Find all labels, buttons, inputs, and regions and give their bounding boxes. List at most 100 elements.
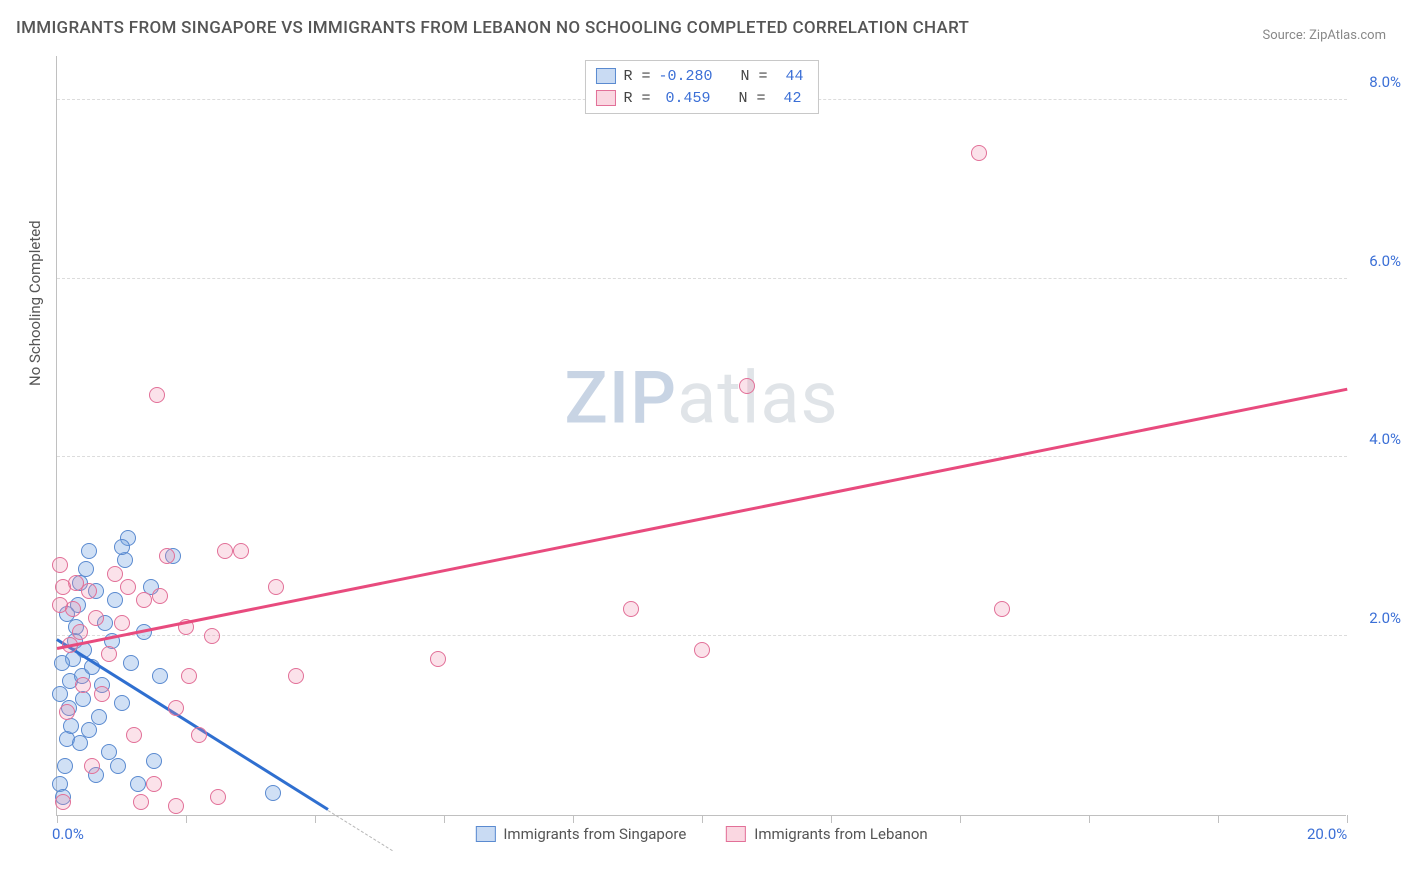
scatter-point: [168, 700, 184, 716]
scatter-point: [268, 579, 284, 595]
scatter-point: [217, 543, 233, 559]
scatter-point: [52, 597, 68, 613]
scatter-point: [55, 579, 71, 595]
scatter-point: [123, 655, 139, 671]
scatter-point: [204, 628, 220, 644]
scatter-point: [94, 686, 110, 702]
scatter-plot: ZIPatlas R = -0.280 N = 44 R = 0.459 N =…: [56, 56, 1346, 816]
scatter-point: [265, 785, 281, 801]
scatter-point: [739, 378, 755, 394]
scatter-point: [59, 704, 75, 720]
chart-title: IMMIGRANTS FROM SINGAPORE VS IMMIGRANTS …: [16, 18, 969, 38]
legend-item-singapore: Immigrants from Singapore: [475, 825, 686, 843]
scatter-point: [120, 579, 136, 595]
x-tick: [702, 815, 703, 823]
r-label: R =: [623, 68, 650, 85]
scatter-point: [288, 668, 304, 684]
scatter-point: [110, 758, 126, 774]
r-label: R =: [623, 90, 650, 107]
y-axis-title: No Schooling Completed: [26, 220, 44, 386]
x-tick-label: 20.0%: [1307, 825, 1347, 843]
scatter-point: [623, 601, 639, 617]
source-attribution: Source: ZipAtlas.com: [1262, 28, 1386, 43]
scatter-point: [107, 566, 123, 582]
scatter-point: [136, 592, 152, 608]
scatter-point: [994, 601, 1010, 617]
scatter-point: [149, 387, 165, 403]
scatter-point: [126, 727, 142, 743]
y-tick-label: 6.0%: [1369, 252, 1401, 270]
scatter-point: [152, 588, 168, 604]
scatter-point: [210, 789, 226, 805]
scatter-point: [191, 727, 207, 743]
n-value: 44: [776, 68, 804, 85]
scatter-point: [55, 794, 71, 810]
x-tick: [1347, 815, 1348, 823]
scatter-point: [233, 543, 249, 559]
scatter-point: [81, 543, 97, 559]
y-tick-label: 4.0%: [1369, 430, 1401, 448]
r-value: -0.280: [658, 68, 712, 85]
scatter-point: [114, 695, 130, 711]
x-tick: [960, 815, 961, 823]
gridline: [57, 456, 1347, 457]
scatter-point: [72, 624, 88, 640]
x-tick-label: 0.0%: [52, 825, 84, 843]
scatter-point: [146, 776, 162, 792]
watermark-zip: ZIP: [564, 355, 677, 440]
n-value: 42: [774, 90, 802, 107]
x-tick: [831, 815, 832, 823]
x-tick: [1089, 815, 1090, 823]
legend-label: Immigrants from Lebanon: [754, 825, 927, 843]
r-value: 0.459: [658, 90, 710, 107]
legend-item-lebanon: Immigrants from Lebanon: [726, 825, 927, 843]
scatter-point: [971, 145, 987, 161]
x-tick: [444, 815, 445, 823]
legend-label: Immigrants from Singapore: [503, 825, 686, 843]
x-tick: [573, 815, 574, 823]
trend-line-extrapolation: [328, 810, 393, 851]
scatter-point: [114, 539, 130, 555]
x-tick: [1218, 815, 1219, 823]
scatter-point: [88, 610, 104, 626]
scatter-point: [130, 776, 146, 792]
scatter-point: [168, 798, 184, 814]
stats-row-singapore: R = -0.280 N = 44: [595, 65, 803, 87]
gridline: [57, 278, 1347, 279]
watermark: ZIPatlas: [564, 355, 838, 440]
swatch-pink-icon: [595, 90, 615, 106]
gridline: [57, 635, 1347, 636]
y-tick-label: 8.0%: [1369, 73, 1401, 91]
legend-swatch-blue-icon: [475, 826, 495, 842]
scatter-point: [133, 794, 149, 810]
x-tick: [186, 815, 187, 823]
scatter-point: [430, 651, 446, 667]
n-label: N =: [738, 90, 765, 107]
chart-area: No Schooling Completed ZIPatlas R = -0.2…: [56, 56, 1386, 836]
scatter-point: [146, 753, 162, 769]
scatter-point: [152, 668, 168, 684]
x-tick: [315, 815, 316, 823]
scatter-point: [72, 735, 88, 751]
scatter-point: [181, 668, 197, 684]
scatter-point: [694, 642, 710, 658]
x-tick: [57, 815, 58, 823]
legend: Immigrants from Singapore Immigrants fro…: [475, 825, 927, 843]
scatter-point: [107, 592, 123, 608]
scatter-point: [81, 583, 97, 599]
scatter-point: [75, 677, 91, 693]
scatter-point: [52, 686, 68, 702]
y-tick-label: 2.0%: [1369, 609, 1401, 627]
correlation-stats-box: R = -0.280 N = 44 R = 0.459 N = 42: [584, 60, 818, 114]
scatter-point: [54, 655, 70, 671]
scatter-point: [114, 615, 130, 631]
swatch-blue-icon: [595, 68, 615, 84]
watermark-rest: atlas: [677, 355, 839, 440]
stats-row-lebanon: R = 0.459 N = 42: [595, 87, 803, 109]
scatter-point: [159, 548, 175, 564]
scatter-point: [84, 758, 100, 774]
legend-swatch-pink-icon: [726, 826, 746, 842]
n-label: N =: [741, 68, 768, 85]
scatter-point: [57, 758, 73, 774]
scatter-point: [52, 557, 68, 573]
